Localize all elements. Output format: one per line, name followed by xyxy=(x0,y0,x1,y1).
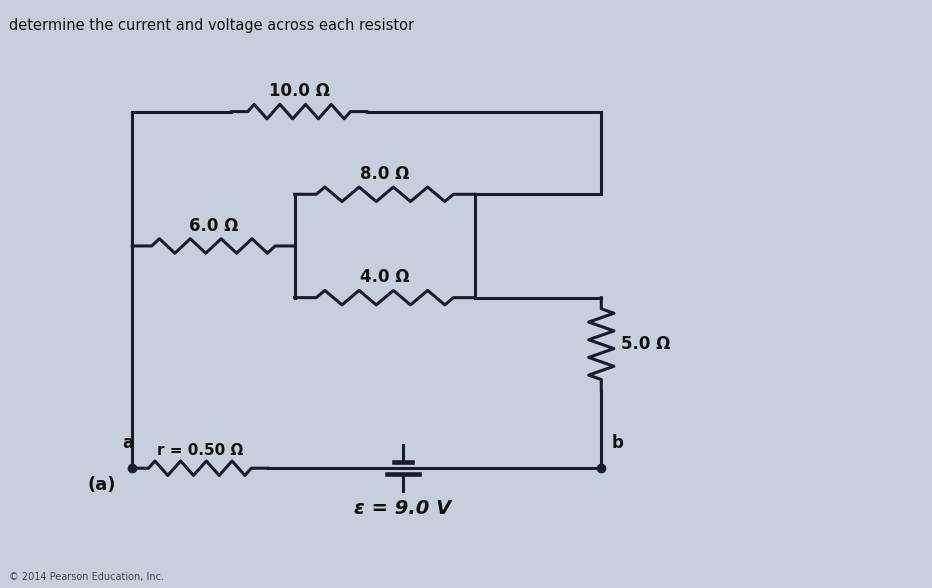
Text: a: a xyxy=(122,434,133,452)
Text: ε = 9.0 V: ε = 9.0 V xyxy=(354,499,451,518)
Text: r = 0.50 Ω: r = 0.50 Ω xyxy=(157,443,243,458)
Text: 6.0 Ω: 6.0 Ω xyxy=(189,216,239,235)
Text: © 2014 Pearson Education, Inc.: © 2014 Pearson Education, Inc. xyxy=(9,572,164,582)
Text: b: b xyxy=(611,434,624,452)
Text: (a): (a) xyxy=(88,476,116,494)
Text: 8.0 Ω: 8.0 Ω xyxy=(360,165,409,183)
Text: 5.0 Ω: 5.0 Ω xyxy=(621,335,670,353)
Text: 10.0 Ω: 10.0 Ω xyxy=(268,82,330,100)
Text: determine the current and voltage across each resistor: determine the current and voltage across… xyxy=(9,18,415,33)
Text: 4.0 Ω: 4.0 Ω xyxy=(360,268,409,286)
